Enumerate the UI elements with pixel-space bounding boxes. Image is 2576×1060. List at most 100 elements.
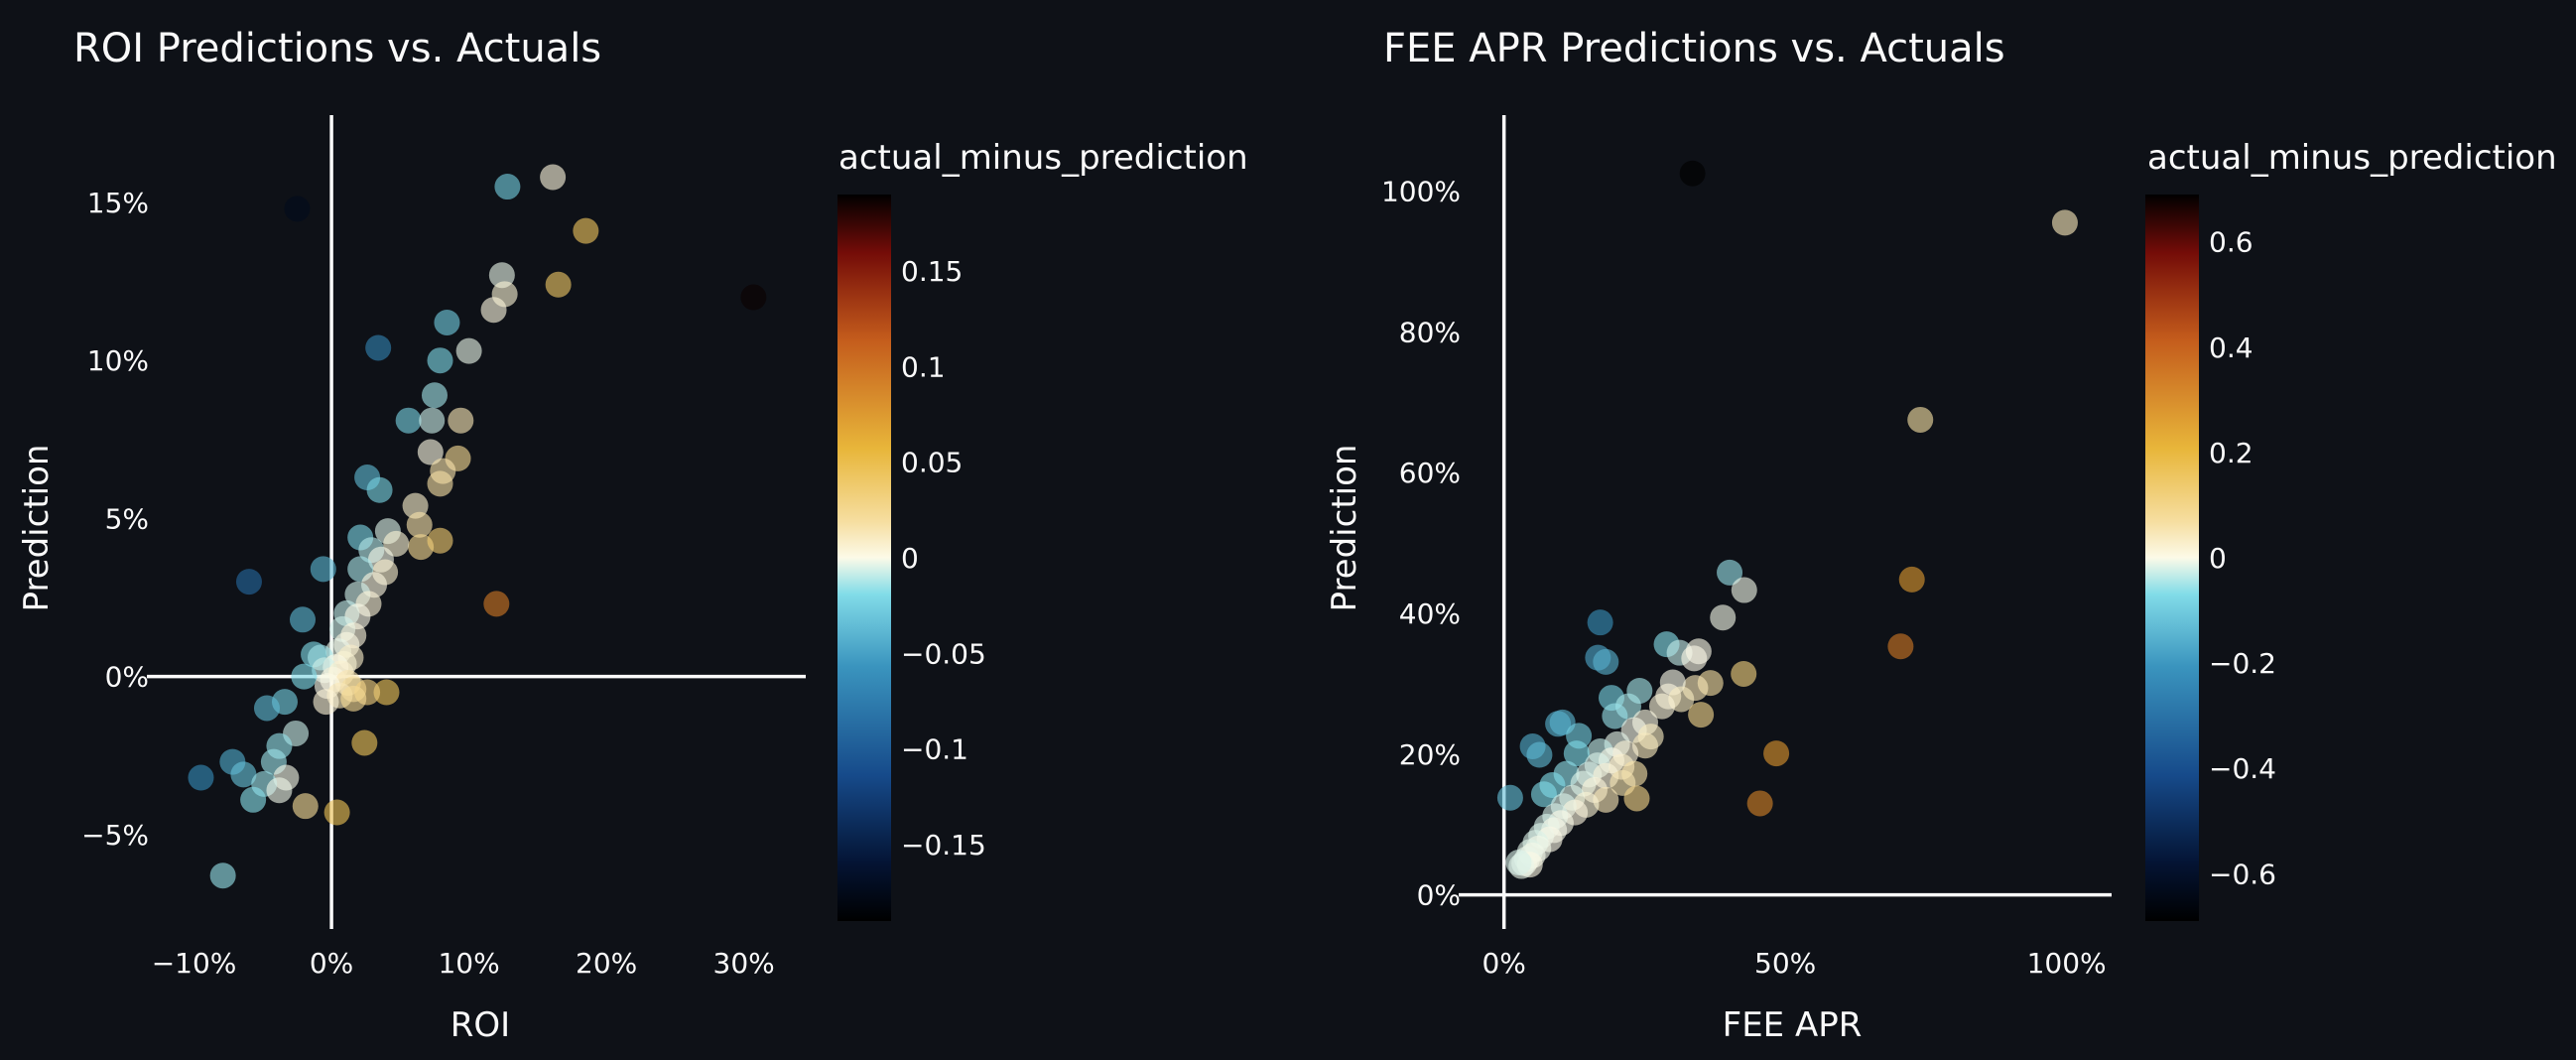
scatter-point xyxy=(366,476,393,503)
scatter-point xyxy=(1545,711,1572,737)
scatter-point xyxy=(1631,732,1658,759)
scatter-point xyxy=(455,337,482,364)
x-axis-title: FEE APR xyxy=(1723,1005,1863,1045)
x-tick-label: 100% xyxy=(2027,947,2107,980)
scatter-point xyxy=(289,606,316,633)
colorbar-tick-label: 0 xyxy=(2209,542,2227,575)
scatter-point xyxy=(1623,785,1650,812)
scatter-point xyxy=(395,407,422,434)
y-tick-label: 0% xyxy=(105,661,149,694)
scatter-point xyxy=(1679,160,1706,187)
scatter-point xyxy=(253,695,280,722)
colorbar-tick-label: −0.6 xyxy=(2209,858,2276,890)
scatter-point xyxy=(1526,741,1553,768)
scatter-point xyxy=(1717,559,1743,586)
y-axis-title: Prediction xyxy=(1325,445,1364,612)
scatter-point xyxy=(421,382,448,409)
scatter-point xyxy=(310,556,336,583)
scatter-point xyxy=(340,685,367,712)
y-axis-title: Prediction xyxy=(17,445,57,612)
colorbar-tick-label: 0 xyxy=(901,542,919,575)
colorbar-tick-label: 0.05 xyxy=(901,447,963,479)
scatter-point xyxy=(1681,645,1708,672)
y-tick-label: 0% xyxy=(1417,879,1461,912)
y-tick-label: 80% xyxy=(1399,316,1461,348)
scatter-point xyxy=(488,262,515,289)
scatter-point xyxy=(494,174,521,200)
scatter-point xyxy=(2051,209,2078,236)
scatter-point xyxy=(427,470,453,497)
scatter-point xyxy=(406,511,433,538)
scatter-point xyxy=(483,591,510,617)
scatter-point xyxy=(230,761,257,788)
scatter-point xyxy=(240,786,267,813)
y-tick-label: 100% xyxy=(1381,175,1461,207)
scatter-point xyxy=(491,281,518,308)
scatter-point xyxy=(419,407,446,434)
scatter-point xyxy=(373,679,400,706)
scatter-point xyxy=(266,777,293,804)
scatter-point xyxy=(1746,790,1773,817)
scatter-point xyxy=(1731,660,1757,687)
colorbar-tick-label: 0.2 xyxy=(2209,437,2254,469)
scatter-point xyxy=(545,271,572,298)
colorbar xyxy=(2145,195,2199,921)
fee-apr-chart-panel: FEE APR Predictions vs. Actuals FEE APR … xyxy=(1288,0,2576,1060)
scatter-point xyxy=(188,764,214,791)
scatter-point xyxy=(1710,604,1737,631)
y-tick-label: 5% xyxy=(105,502,149,535)
colorbar-tick-label: 0.6 xyxy=(2209,226,2254,259)
scatter-point xyxy=(740,284,767,311)
scatter-point xyxy=(1602,703,1628,729)
scatter-point xyxy=(448,407,474,434)
scatter-point xyxy=(427,347,453,374)
scatter-point xyxy=(209,862,236,889)
colorbar xyxy=(837,195,891,921)
scatter-point xyxy=(1593,786,1619,813)
y-tick-label: 10% xyxy=(87,344,149,377)
scatter-point xyxy=(1496,784,1523,811)
chart-title: ROI Predictions vs. Actuals xyxy=(73,26,601,71)
scatter-point xyxy=(417,439,444,465)
roi-chart-panel: ROI Predictions vs. Actuals ROI Predicti… xyxy=(17,26,1248,1045)
x-tick-label: 50% xyxy=(1754,947,1816,980)
colorbar-tick-label: −0.2 xyxy=(2209,647,2276,680)
y-tick-label: 60% xyxy=(1399,457,1461,489)
scatter-point xyxy=(540,164,567,191)
y-tick-label: 40% xyxy=(1399,597,1461,630)
y-tick-label: 20% xyxy=(1399,738,1461,771)
scatter-point xyxy=(1907,406,1934,433)
scatter-point xyxy=(351,729,378,756)
scatter-point xyxy=(573,217,599,244)
scatter-point xyxy=(1887,633,1914,660)
scatter-point xyxy=(1530,781,1557,808)
scatter-point xyxy=(284,196,311,222)
scatter-point xyxy=(313,689,339,716)
x-tick-label: 0% xyxy=(310,947,353,980)
chart-title: FEE APR Predictions vs. Actuals xyxy=(1383,26,2005,71)
x-tick-label: 20% xyxy=(576,947,637,980)
y-tick-label: −5% xyxy=(81,819,149,852)
colorbar-title: actual_minus_prediction xyxy=(838,138,1248,178)
colorbar-tick-label: −0.1 xyxy=(901,733,968,766)
scatter-point xyxy=(323,799,350,826)
x-tick-label: −10% xyxy=(152,947,237,980)
colorbar-tick-label: 0.4 xyxy=(2209,331,2254,364)
scatter-point xyxy=(434,309,460,335)
scatter-point xyxy=(1649,693,1676,720)
colorbar-tick-label: 0.15 xyxy=(901,255,963,288)
colorbar-title: actual_minus_prediction xyxy=(2147,138,2557,178)
scatter-point xyxy=(1505,850,1532,876)
scatter-point xyxy=(1898,566,1925,593)
scatter-point xyxy=(1763,740,1790,767)
roi-scatter-chart: ROI Predictions vs. Actuals ROI Predicti… xyxy=(17,26,1248,1045)
scatter-point xyxy=(292,793,319,820)
scatter-point xyxy=(1563,740,1590,767)
x-tick-label: 10% xyxy=(438,947,499,980)
scatter-point xyxy=(291,663,318,690)
scatter-point xyxy=(1688,702,1715,729)
fee-apr-scatter-chart: FEE APR Predictions vs. Actuals FEE APR … xyxy=(1325,26,2557,1045)
scatter-point xyxy=(1593,648,1619,675)
scatter-point xyxy=(1731,577,1757,603)
x-axis-title: ROI xyxy=(451,1005,510,1045)
